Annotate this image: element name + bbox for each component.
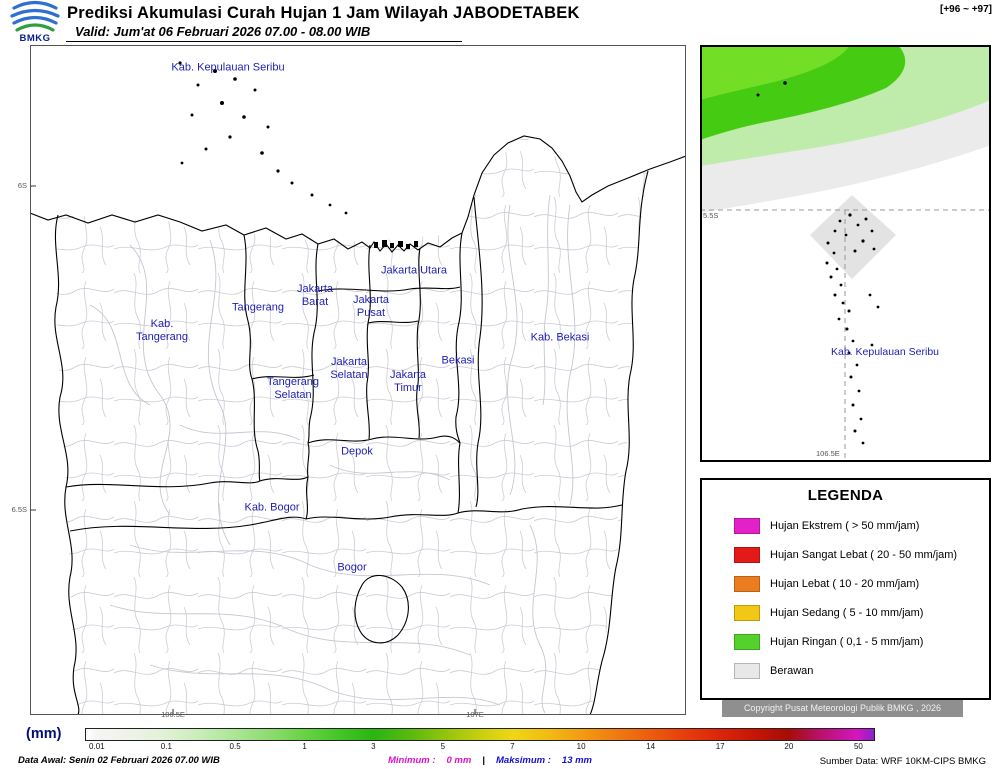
minimum-value: 0 mm (446, 755, 472, 766)
bmkg-logo-icon (10, 0, 60, 32)
minmax-separator: | (482, 755, 485, 766)
legend-swatch (734, 546, 760, 563)
cloud-patch (810, 195, 896, 279)
colorbar-tick: 0.5 (229, 742, 241, 751)
legend-label: Hujan Sangat Lebat ( 20 - 50 mm/jam) (770, 548, 958, 561)
inset-map-canvas (700, 45, 991, 462)
inset-y-axis-label: 5.5S (703, 211, 719, 220)
legend-item: Berawan (734, 656, 989, 685)
y-axis-label: 6S (17, 181, 27, 190)
coastline (29, 135, 687, 253)
page-title: Prediksi Akumulasi Curah Hujan 1 Jam Wil… (67, 4, 580, 22)
main-map-label-layer: Kab. Kepulauan Seribu Jakarta Utara Jakart… (12, 45, 686, 719)
minimum-label: Minimum : (388, 755, 436, 766)
legend-swatch (734, 575, 760, 592)
inset-map: Kab. Kepulauan Seribu 5.5S 106.5E (700, 45, 991, 462)
header-divider (66, 41, 462, 42)
colorbar-tick: 0.01 (89, 742, 105, 751)
main-map: Kab. Kepulauan Seribu Jakarta Utara Jakart… (12, 45, 687, 719)
colorbar (85, 728, 875, 741)
colorbar-unit-label: (mm) (26, 726, 62, 742)
colorbar-tick: 0.1 (160, 742, 172, 751)
legend-item: Hujan Ringan ( 0,1 - 5 mm/jam) (734, 627, 989, 656)
inset-x-axis-label: 106.5E (816, 449, 840, 458)
region-label: Bekasi (441, 354, 475, 367)
region-label: Bogor (337, 561, 367, 574)
legend-swatch (734, 633, 760, 650)
legend-items: Hujan Ekstrem ( > 50 mm/jam) Hujan Sangat… (702, 511, 989, 685)
min-max-text: Minimum : 0 mm | Maksimum : 13 mm (388, 755, 603, 766)
main-map-frame (30, 45, 686, 715)
legend-label: Hujan Sedang ( 5 - 10 mm/jam) (770, 606, 924, 619)
colorbar-tick: 1 (302, 742, 307, 751)
legend-item: Hujan Sedang ( 5 - 10 mm/jam) (734, 598, 989, 627)
legend-label: Berawan (770, 664, 814, 677)
data-source-text: Sumber Data: WRF 10KM-CIPS BMKG (819, 756, 986, 767)
colorbar-tick: 17 (715, 742, 725, 751)
legend-swatch (734, 604, 760, 621)
legend-item: Hujan Ekstrem ( > 50 mm/jam) (734, 511, 989, 540)
colorbar-tick: 7 (510, 742, 515, 751)
colorbar-tick: 5 (440, 742, 446, 751)
bmkg-logo: BMKG (8, 0, 62, 44)
region-label: Jakarta Pusat (352, 293, 390, 319)
region-label: Kab. Bogor (244, 501, 300, 514)
legend-title: LEGENDA (807, 487, 884, 504)
colorbar-tick: 14 (646, 742, 656, 751)
colorbar-tick: 10 (576, 742, 586, 751)
region-label: Kab. Tangerang (136, 317, 188, 343)
x-axis-label: 107E (466, 710, 484, 719)
legend-label: Hujan Ringan ( 0,1 - 5 mm/jam) (770, 635, 924, 648)
copyright-bar: Copyright Pusat Meteorologi Publik BMKG … (722, 700, 963, 717)
regency-boundaries (29, 135, 687, 716)
legend-swatch (734, 662, 760, 679)
main-map-canvas (29, 45, 687, 716)
gridlines (700, 209, 991, 462)
inset-region-label: Kab. Kepulauan Seribu (831, 346, 939, 358)
maksimum-value: 13 mm (561, 755, 593, 766)
inset-map-frame (700, 45, 991, 462)
legend-item: Hujan Lebat ( 10 - 20 mm/jam) (734, 569, 989, 598)
bmkg-logo-label: BMKG (19, 33, 51, 44)
legend-box: LEGENDA Hujan Ekstrem ( > 50 mm/jam) Huja… (700, 478, 991, 700)
district-boundaries (89, 194, 576, 714)
region-label: Kab. Bekasi (530, 331, 590, 344)
data-awal-text: Data Awal: Senin 02 Februari 2026 07.00 … (18, 755, 220, 766)
colorbar-ticks: 0.01 0.1 0.5 1 3 5 7 10 14 17 20 50 (85, 742, 875, 753)
region-label: Jakarta Utara (380, 264, 448, 277)
legend-swatch (734, 517, 760, 534)
region-label: Jakarta Timur (389, 368, 427, 394)
colorbar-tick: 50 (853, 742, 863, 751)
valid-datetime: Valid: Jum'at 06 Februari 2026 07.00 - 0… (75, 24, 371, 39)
region-label: Jakarta Selatan (330, 355, 368, 381)
region-label: Tangerang Selatan (267, 375, 319, 401)
region-label: Kab. Kepulauan Seribu (171, 61, 285, 74)
region-label: Depok (341, 445, 373, 458)
islands-kepulauan-seribu (178, 61, 348, 215)
legend-label: Hujan Ekstrem ( > 50 mm/jam) (770, 519, 920, 532)
legend-label: Hujan Lebat ( 10 - 20 mm/jam) (770, 577, 920, 590)
x-axis-label: 106.5E (161, 710, 185, 719)
region-label: Jakarta Barat (296, 282, 334, 308)
inset-islands (756, 81, 880, 445)
colorbar-tick: 3 (371, 742, 376, 751)
legend-item: Hujan Sangat Lebat ( 20 - 50 mm/jam) (734, 540, 989, 569)
maksimum-label: Maksimum : (496, 755, 551, 766)
forecast-hour-range: [+96 ~ +97] (940, 4, 992, 15)
colorbar-tick: 20 (784, 742, 794, 751)
region-label: Tangerang (232, 301, 284, 314)
harbor-structures (374, 240, 418, 249)
light-rain-area-core (700, 45, 850, 100)
y-axis-label: 6.5S (11, 505, 27, 514)
